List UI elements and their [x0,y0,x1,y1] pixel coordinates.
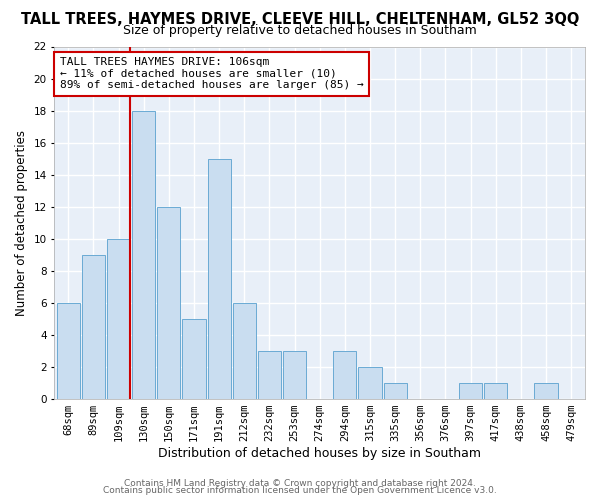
Bar [283,351,306,399]
Bar [258,351,281,399]
Bar [233,303,256,399]
Bar [459,383,482,399]
Bar [132,110,155,399]
X-axis label: Distribution of detached houses by size in Southam: Distribution of detached houses by size … [158,447,481,460]
Bar [82,255,105,399]
Bar [208,158,231,399]
Text: TALL TREES HAYMES DRIVE: 106sqm
← 11% of detached houses are smaller (10)
89% of: TALL TREES HAYMES DRIVE: 106sqm ← 11% of… [60,57,364,90]
Bar [383,383,407,399]
Bar [157,207,181,399]
Text: Size of property relative to detached houses in Southam: Size of property relative to detached ho… [123,24,477,37]
Y-axis label: Number of detached properties: Number of detached properties [15,130,28,316]
Bar [484,383,508,399]
Bar [535,383,557,399]
Bar [358,367,382,399]
Bar [334,351,356,399]
Bar [182,319,206,399]
Bar [57,303,80,399]
Text: TALL TREES, HAYMES DRIVE, CLEEVE HILL, CHELTENHAM, GL52 3QQ: TALL TREES, HAYMES DRIVE, CLEEVE HILL, C… [21,12,579,28]
Bar [107,239,130,399]
Text: Contains public sector information licensed under the Open Government Licence v3: Contains public sector information licen… [103,486,497,495]
Text: Contains HM Land Registry data © Crown copyright and database right 2024.: Contains HM Land Registry data © Crown c… [124,478,476,488]
